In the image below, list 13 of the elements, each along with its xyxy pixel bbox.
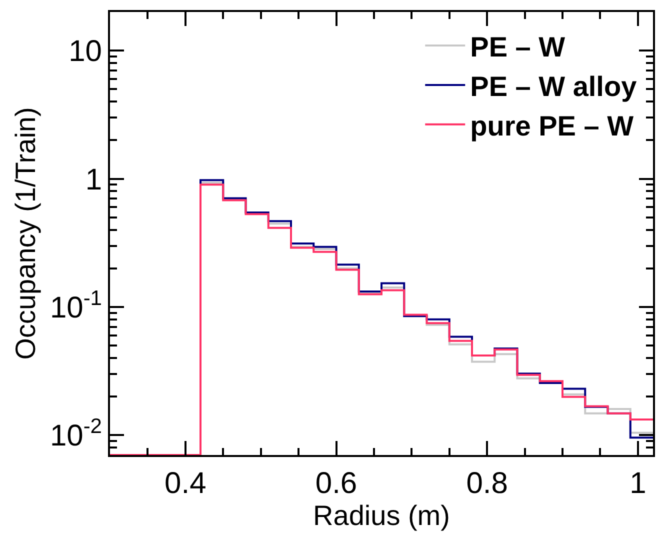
- x-axis-title: Radius (m): [313, 500, 450, 531]
- legend-label: PE – W: [470, 31, 566, 62]
- y-tick-label: 1: [85, 163, 102, 196]
- legend-label: PE – W alloy: [470, 70, 638, 102]
- x-tick-label: 0.8: [466, 467, 508, 500]
- x-tick-label: 0.4: [164, 467, 206, 500]
- x-tick-label: 0.6: [315, 467, 358, 500]
- y-tick-label: 10$^{-2}$: [50, 415, 102, 453]
- y-tick-label: 10$^{-1}$: [50, 286, 102, 324]
- x-tick-label: 1: [630, 467, 646, 500]
- y-tick-label: 10: [68, 35, 102, 68]
- legend-label: pure PE – W: [470, 110, 634, 142]
- y-axis-title: Occupancy (1/Train): [10, 107, 42, 360]
